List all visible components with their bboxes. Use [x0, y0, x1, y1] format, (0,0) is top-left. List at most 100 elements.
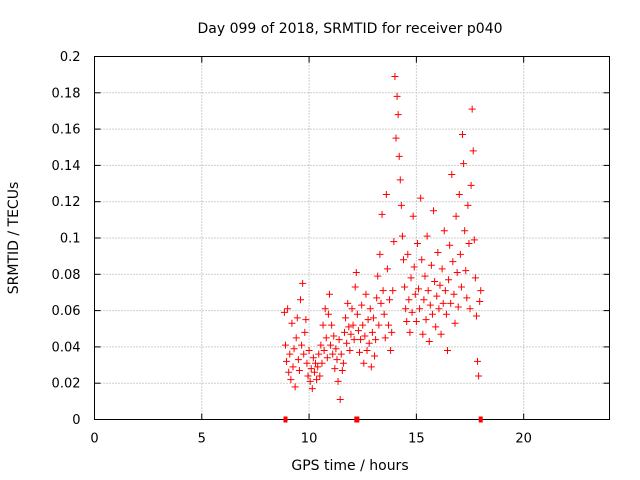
data-point — [366, 305, 374, 313]
data-point — [307, 365, 315, 373]
data-point — [280, 308, 288, 316]
data-point — [410, 263, 418, 271]
data-point — [365, 339, 373, 347]
data-point — [436, 281, 444, 289]
data-point — [358, 301, 366, 309]
data-point — [316, 372, 324, 380]
y-tick-label: 0.14 — [52, 159, 81, 174]
y-tick-label: 0.16 — [52, 123, 81, 138]
data-point — [409, 212, 417, 220]
data-point — [468, 105, 476, 113]
data-point — [359, 321, 367, 329]
data-point — [336, 396, 344, 404]
data-point — [335, 336, 343, 344]
data-point — [455, 190, 463, 198]
data-point — [330, 332, 338, 340]
data-point — [438, 265, 446, 273]
x-axis-title: GPS time / hours — [291, 458, 408, 474]
data-point — [317, 341, 325, 349]
data-point — [427, 261, 435, 269]
data-point — [391, 72, 399, 80]
data-point — [400, 256, 407, 264]
y-tick-label: 0.1 — [60, 232, 81, 247]
data-point — [371, 352, 379, 360]
data-point — [424, 287, 432, 295]
data-point — [338, 366, 346, 374]
data-point — [300, 350, 308, 358]
data-point — [460, 160, 468, 168]
data-point — [396, 176, 404, 184]
data-point — [362, 290, 370, 298]
data-point — [445, 276, 453, 284]
data-point — [361, 332, 369, 340]
data-point — [448, 170, 456, 178]
data-point — [459, 131, 467, 139]
data-point — [403, 317, 411, 325]
data-point — [322, 334, 330, 342]
data-point — [323, 354, 331, 362]
data-point — [388, 328, 396, 336]
data-point — [439, 299, 447, 307]
data-point — [435, 305, 443, 313]
data-point — [470, 236, 478, 244]
data-point — [461, 227, 469, 235]
y-tick-label: 0.08 — [52, 268, 81, 283]
data-point — [289, 363, 297, 371]
data-point — [447, 299, 455, 307]
data-point — [293, 314, 301, 322]
data-point — [432, 323, 440, 331]
data-point — [286, 350, 294, 358]
data-point — [411, 290, 419, 298]
x-tick-label: 5 — [198, 432, 206, 447]
data-point — [381, 334, 389, 342]
data-point — [395, 152, 403, 160]
data-point — [474, 357, 482, 365]
data-point — [299, 279, 307, 287]
x-tick-label: 0 — [90, 432, 98, 447]
x-tick-label: 10 — [301, 432, 318, 447]
x-tick-label: 15 — [408, 432, 425, 447]
data-point — [377, 299, 385, 307]
data-point — [345, 323, 353, 331]
data-point — [406, 328, 414, 336]
data-point — [343, 339, 351, 347]
data-point — [351, 283, 359, 291]
data-point — [408, 308, 416, 316]
data-point — [305, 347, 313, 355]
data-point — [344, 299, 352, 307]
axis-gap-marker — [283, 416, 288, 423]
data-point — [288, 319, 296, 327]
data-point — [334, 377, 342, 385]
data-point — [347, 330, 355, 338]
y-tick-label: 0.18 — [52, 86, 81, 101]
data-point — [442, 310, 450, 318]
data-point — [301, 328, 309, 336]
x-tick-label: 20 — [515, 432, 532, 447]
data-point — [443, 347, 451, 355]
data-point — [320, 347, 328, 355]
data-point — [367, 363, 375, 371]
data-point — [441, 287, 449, 295]
data-point — [420, 296, 428, 304]
data-point — [387, 347, 395, 355]
data-point — [453, 268, 461, 276]
data-point — [308, 385, 316, 393]
data-point — [415, 285, 423, 293]
data-point — [319, 321, 327, 329]
data-point — [297, 296, 304, 304]
axis-gap-marker — [355, 416, 360, 423]
chart-title: Day 099 of 2018, SRMTID for receiver p04… — [197, 21, 502, 37]
data-point — [283, 357, 291, 365]
data-point — [382, 190, 390, 198]
data-point — [419, 330, 427, 338]
data-point — [348, 305, 356, 313]
data-point — [328, 321, 336, 329]
data-point — [428, 310, 436, 318]
data-point — [380, 310, 388, 318]
data-point — [476, 298, 484, 306]
data-point — [456, 250, 464, 258]
data-point — [437, 330, 445, 338]
data-point — [342, 314, 350, 322]
data-point — [457, 283, 465, 291]
data-point — [433, 292, 441, 300]
